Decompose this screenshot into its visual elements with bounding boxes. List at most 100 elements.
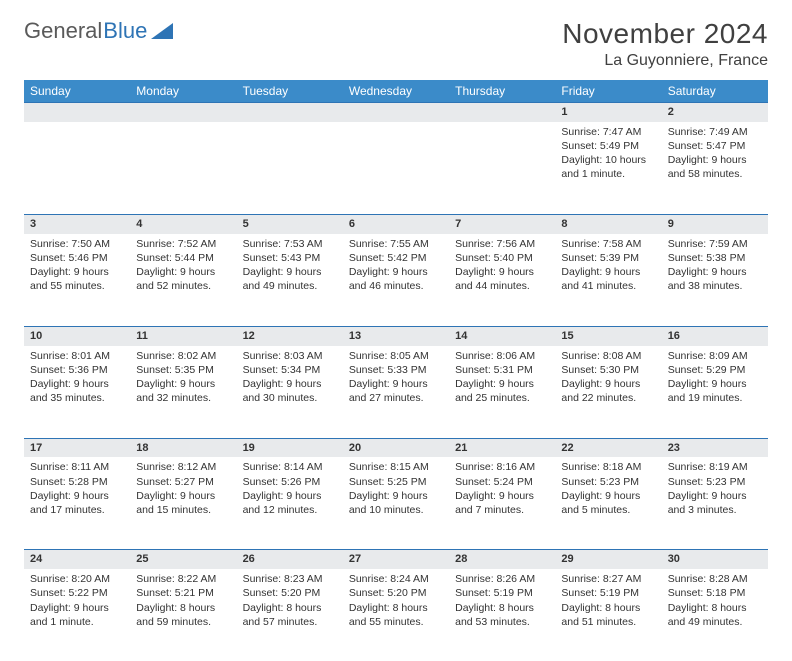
daylight-line2: and 51 minutes.	[561, 615, 655, 629]
daylight-line2: and 27 minutes.	[349, 391, 443, 405]
day-number-cell: 19	[237, 438, 343, 458]
sunrise-text: Sunrise: 8:02 AM	[136, 349, 230, 363]
day-cell	[449, 122, 555, 214]
weekday-header: Thursday	[449, 80, 555, 102]
day-number-cell: 23	[662, 438, 768, 458]
daylight-line1: Daylight: 9 hours	[561, 265, 655, 279]
logo: GeneralBlue	[24, 18, 173, 44]
sunrise-text: Sunrise: 8:28 AM	[668, 572, 762, 586]
sunrise-text: Sunrise: 8:26 AM	[455, 572, 549, 586]
daylight-line2: and 41 minutes.	[561, 279, 655, 293]
daylight-line1: Daylight: 9 hours	[561, 489, 655, 503]
daylight-line1: Daylight: 9 hours	[243, 265, 337, 279]
daylight-line2: and 7 minutes.	[455, 503, 549, 517]
day-cell: Sunrise: 8:23 AMSunset: 5:20 PMDaylight:…	[237, 569, 343, 661]
sunrise-text: Sunrise: 7:49 AM	[668, 125, 762, 139]
sunrise-text: Sunrise: 7:53 AM	[243, 237, 337, 251]
daylight-line1: Daylight: 9 hours	[30, 489, 124, 503]
sunrise-text: Sunrise: 8:05 AM	[349, 349, 443, 363]
weekday-header: Wednesday	[343, 80, 449, 102]
sunset-text: Sunset: 5:27 PM	[136, 475, 230, 489]
daylight-line1: Daylight: 9 hours	[30, 601, 124, 615]
weekday-header: Tuesday	[237, 80, 343, 102]
daylight-line1: Daylight: 9 hours	[243, 489, 337, 503]
daylight-line2: and 55 minutes.	[30, 279, 124, 293]
sunrise-text: Sunrise: 7:56 AM	[455, 237, 549, 251]
daylight-line1: Daylight: 9 hours	[455, 265, 549, 279]
daylight-line2: and 49 minutes.	[243, 279, 337, 293]
daylight-line2: and 19 minutes.	[668, 391, 762, 405]
day-number-cell: 17	[24, 438, 130, 458]
sunset-text: Sunset: 5:35 PM	[136, 363, 230, 377]
sunrise-text: Sunrise: 8:06 AM	[455, 349, 549, 363]
sunrise-text: Sunrise: 8:19 AM	[668, 460, 762, 474]
sunrise-text: Sunrise: 8:24 AM	[349, 572, 443, 586]
sunrise-text: Sunrise: 7:47 AM	[561, 125, 655, 139]
day-cell: Sunrise: 7:50 AMSunset: 5:46 PMDaylight:…	[24, 234, 130, 326]
sunset-text: Sunset: 5:18 PM	[668, 586, 762, 600]
daylight-line2: and 35 minutes.	[30, 391, 124, 405]
day-cell: Sunrise: 7:49 AMSunset: 5:47 PMDaylight:…	[662, 122, 768, 214]
sunset-text: Sunset: 5:39 PM	[561, 251, 655, 265]
daylight-line2: and 52 minutes.	[136, 279, 230, 293]
sunset-text: Sunset: 5:25 PM	[349, 475, 443, 489]
daylight-line2: and 15 minutes.	[136, 503, 230, 517]
sunrise-text: Sunrise: 8:11 AM	[30, 460, 124, 474]
day-cell	[237, 122, 343, 214]
day-cell: Sunrise: 7:53 AMSunset: 5:43 PMDaylight:…	[237, 234, 343, 326]
day-cell: Sunrise: 8:24 AMSunset: 5:20 PMDaylight:…	[343, 569, 449, 661]
day-number-cell: 4	[130, 214, 236, 234]
daylight-line2: and 32 minutes.	[136, 391, 230, 405]
day-number-cell: 22	[555, 438, 661, 458]
day-cell: Sunrise: 8:05 AMSunset: 5:33 PMDaylight:…	[343, 346, 449, 438]
day-number-cell: 10	[24, 326, 130, 346]
daylight-line1: Daylight: 8 hours	[668, 601, 762, 615]
day-cell	[24, 122, 130, 214]
daylight-line1: Daylight: 10 hours	[561, 153, 655, 167]
sunrise-text: Sunrise: 7:59 AM	[668, 237, 762, 251]
daylight-line2: and 46 minutes.	[349, 279, 443, 293]
day-cell: Sunrise: 8:27 AMSunset: 5:19 PMDaylight:…	[555, 569, 661, 661]
sunset-text: Sunset: 5:19 PM	[455, 586, 549, 600]
daylight-line1: Daylight: 9 hours	[455, 377, 549, 391]
sunset-text: Sunset: 5:23 PM	[668, 475, 762, 489]
day-number-cell: 20	[343, 438, 449, 458]
sunrise-text: Sunrise: 8:22 AM	[136, 572, 230, 586]
sunset-text: Sunset: 5:19 PM	[561, 586, 655, 600]
day-number-cell: 5	[237, 214, 343, 234]
daylight-line1: Daylight: 9 hours	[349, 489, 443, 503]
sunrise-text: Sunrise: 7:52 AM	[136, 237, 230, 251]
daylight-line1: Daylight: 8 hours	[349, 601, 443, 615]
daylight-line1: Daylight: 9 hours	[243, 377, 337, 391]
day-number-cell: 15	[555, 326, 661, 346]
sunset-text: Sunset: 5:33 PM	[349, 363, 443, 377]
logo-triangle-icon	[151, 23, 173, 39]
sunset-text: Sunset: 5:30 PM	[561, 363, 655, 377]
day-cell: Sunrise: 8:26 AMSunset: 5:19 PMDaylight:…	[449, 569, 555, 661]
day-number-cell: 18	[130, 438, 236, 458]
day-cell: Sunrise: 8:03 AMSunset: 5:34 PMDaylight:…	[237, 346, 343, 438]
day-cell: Sunrise: 7:59 AMSunset: 5:38 PMDaylight:…	[662, 234, 768, 326]
sunrise-text: Sunrise: 8:14 AM	[243, 460, 337, 474]
daylight-line2: and 17 minutes.	[30, 503, 124, 517]
day-number-cell: 11	[130, 326, 236, 346]
sunset-text: Sunset: 5:20 PM	[349, 586, 443, 600]
day-cell: Sunrise: 8:06 AMSunset: 5:31 PMDaylight:…	[449, 346, 555, 438]
header: GeneralBlue November 2024 La Guyonniere,…	[24, 18, 768, 70]
daylight-line2: and 57 minutes.	[243, 615, 337, 629]
sunrise-text: Sunrise: 8:16 AM	[455, 460, 549, 474]
sunset-text: Sunset: 5:22 PM	[30, 586, 124, 600]
sunrise-text: Sunrise: 8:09 AM	[668, 349, 762, 363]
day-number-cell: 27	[343, 549, 449, 569]
day-cell: Sunrise: 8:20 AMSunset: 5:22 PMDaylight:…	[24, 569, 130, 661]
sunset-text: Sunset: 5:34 PM	[243, 363, 337, 377]
sunrise-text: Sunrise: 8:27 AM	[561, 572, 655, 586]
sunset-text: Sunset: 5:49 PM	[561, 139, 655, 153]
sunrise-text: Sunrise: 8:20 AM	[30, 572, 124, 586]
daylight-line2: and 59 minutes.	[136, 615, 230, 629]
daylight-line2: and 22 minutes.	[561, 391, 655, 405]
sunrise-text: Sunrise: 8:15 AM	[349, 460, 443, 474]
day-cell: Sunrise: 8:16 AMSunset: 5:24 PMDaylight:…	[449, 457, 555, 549]
daylight-line1: Daylight: 9 hours	[668, 265, 762, 279]
daylight-line2: and 10 minutes.	[349, 503, 443, 517]
